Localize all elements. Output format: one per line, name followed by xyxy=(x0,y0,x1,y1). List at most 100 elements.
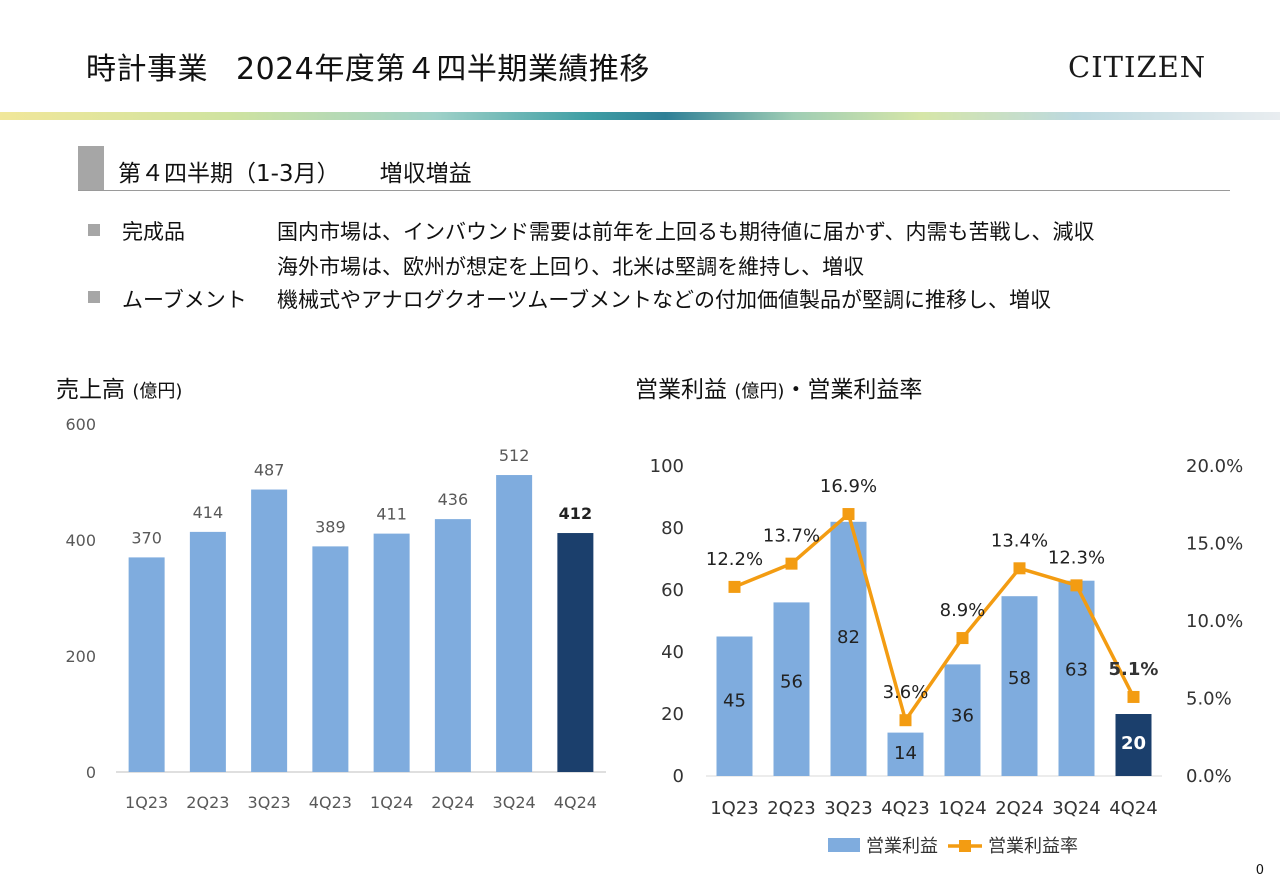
sales-bar xyxy=(373,533,410,772)
y-tick-label-right: 0.0% xyxy=(1186,766,1232,787)
x-tick-label: 4Q23 xyxy=(881,798,930,819)
sales-chart-title: 売上高 (億円) xyxy=(56,370,182,404)
data-label: 411 xyxy=(376,505,407,524)
legend-bar-swatch xyxy=(828,838,860,852)
margin-marker xyxy=(1070,579,1083,592)
bar-data-label: 45 xyxy=(723,690,746,711)
x-tick-label: 3Q23 xyxy=(248,793,291,812)
sales-bar xyxy=(312,546,349,772)
page-title: 時計事業 2024年度第４四半期業績推移 xyxy=(86,44,650,88)
sales-bar xyxy=(189,531,226,772)
data-label: 370 xyxy=(131,528,162,547)
x-tick-label: 3Q23 xyxy=(824,798,873,819)
y-tick-label: 600 xyxy=(65,415,96,434)
profit-bar xyxy=(773,602,810,776)
y-tick-label-left: 100 xyxy=(650,456,684,477)
bar-data-label: 63 xyxy=(1065,660,1088,681)
profit-bar xyxy=(887,732,924,776)
profit-bar xyxy=(716,636,753,776)
x-tick-label: 4Q23 xyxy=(309,793,352,812)
legend-line-label: 営業利益率 xyxy=(988,836,1078,857)
profit-chart: 0 20 40 60 80 100 0.0% 5.0% 10.0% 15.0% 20.0% 45 1Q2… xyxy=(650,456,1244,857)
profit-chart-title-rest: ・営業利益率 xyxy=(784,377,923,403)
x-tick-label: 4Q24 xyxy=(554,793,597,812)
x-tick-label: 2Q23 xyxy=(186,793,229,812)
bar-data-label: 82 xyxy=(837,627,860,648)
bar-data-label: 14 xyxy=(894,743,917,764)
data-label: 512 xyxy=(499,446,530,465)
line-data-label: 12.3% xyxy=(1048,547,1105,568)
margin-marker xyxy=(785,557,798,570)
line-data-label: 16.9% xyxy=(820,476,877,497)
profit-bar xyxy=(1058,580,1095,776)
x-tick-label: 3Q24 xyxy=(493,793,536,812)
x-tick-label: 1Q24 xyxy=(370,793,413,812)
y-tick-label-right: 5.0% xyxy=(1186,689,1232,710)
profit-bar xyxy=(1115,714,1152,776)
line-data-label: 13.4% xyxy=(991,530,1048,551)
profit-chart-title-unit: (億円) xyxy=(734,381,785,402)
bullet-marker xyxy=(88,291,100,303)
y-tick-label-left: 20 xyxy=(661,704,684,725)
profit-bar xyxy=(830,521,867,776)
bullet-label-movement: ムーブメント xyxy=(122,288,247,312)
bullet-text-line: 国内市場は、インバウンド需要は前年を上回るも期待値に届かず、内需も苦戦し、減収 xyxy=(277,220,1095,244)
y-tick-label: 200 xyxy=(65,647,96,666)
title-business: 時計事業 xyxy=(86,52,208,87)
y-tick-label-right: 20.0% xyxy=(1186,456,1243,477)
y-tick-label-left: 60 xyxy=(661,580,684,601)
sales-bar xyxy=(434,519,471,772)
section-summary: 増収増益 xyxy=(379,161,472,187)
sales-bar xyxy=(251,489,288,772)
data-label: 389 xyxy=(315,517,346,536)
data-label: 487 xyxy=(254,461,285,480)
x-tick-label: 4Q24 xyxy=(1109,798,1158,819)
x-tick-label: 1Q24 xyxy=(938,798,987,819)
margin-line xyxy=(733,512,1136,722)
bar-data-label: 20 xyxy=(1121,733,1146,754)
section-heading: 第４四半期（1-3月） xyxy=(118,161,340,187)
sales-chart-title-unit: (億円) xyxy=(132,381,183,402)
margin-marker xyxy=(1013,562,1026,575)
margin-marker xyxy=(1127,690,1140,703)
bullet-text-line: 海外市場は、欧州が想定を上回り、北米は堅調を維持し、増収 xyxy=(277,255,865,279)
title-period: 2024年度第４四半期業績推移 xyxy=(236,52,650,87)
bar-data-label: 56 xyxy=(780,672,803,693)
sales-bar xyxy=(128,557,165,772)
sales-bar xyxy=(496,475,533,772)
y-tick-label-right: 10.0% xyxy=(1186,611,1243,632)
data-label: 436 xyxy=(438,490,469,509)
sales-bar xyxy=(557,533,594,772)
profit-chart-title: 営業利益 (億円)・営業利益率 xyxy=(635,370,922,404)
y-tick-label-left: 80 xyxy=(661,518,684,539)
profit-bar xyxy=(944,664,981,776)
margin-marker xyxy=(728,580,741,593)
page-number: 0 xyxy=(1255,863,1264,878)
sales-chart: 0 200 400 600 370 1Q23 414 2Q23 487 3Q23 389 4Q23 41… xyxy=(65,415,606,812)
x-tick-label: 2Q23 xyxy=(767,798,816,819)
y-tick-label: 400 xyxy=(65,531,96,550)
data-label: 412 xyxy=(559,504,592,523)
x-tick-label: 1Q23 xyxy=(710,798,759,819)
x-tick-label: 3Q24 xyxy=(1052,798,1101,819)
bullet-marker xyxy=(88,224,100,236)
line-data-label: 5.1% xyxy=(1109,659,1159,680)
y-tick-label: 0 xyxy=(86,763,96,782)
x-tick-label: 1Q23 xyxy=(125,793,168,812)
profit-bar xyxy=(1001,596,1038,776)
profit-chart-title-main: 営業利益 xyxy=(635,377,727,403)
sales-chart-title-main: 売上高 xyxy=(56,377,125,403)
citizen-logo: CITIZEN xyxy=(1068,50,1207,84)
line-data-label: 3.6% xyxy=(883,682,929,703)
line-data-label: 8.9% xyxy=(940,600,986,621)
section-header: 第４四半期（1-3月） 増収増益 xyxy=(78,146,1230,191)
data-label: 414 xyxy=(193,503,224,522)
margin-marker xyxy=(956,632,969,645)
y-tick-label-right: 15.0% xyxy=(1186,534,1243,555)
bar-data-label: 36 xyxy=(951,706,974,727)
bar-data-label: 58 xyxy=(1008,668,1031,689)
margin-marker xyxy=(899,714,912,727)
y-tick-label-left: 40 xyxy=(661,642,684,663)
y-tick-label-left: 0 xyxy=(673,766,684,787)
bullet-label-finished: 完成品 xyxy=(122,220,185,244)
